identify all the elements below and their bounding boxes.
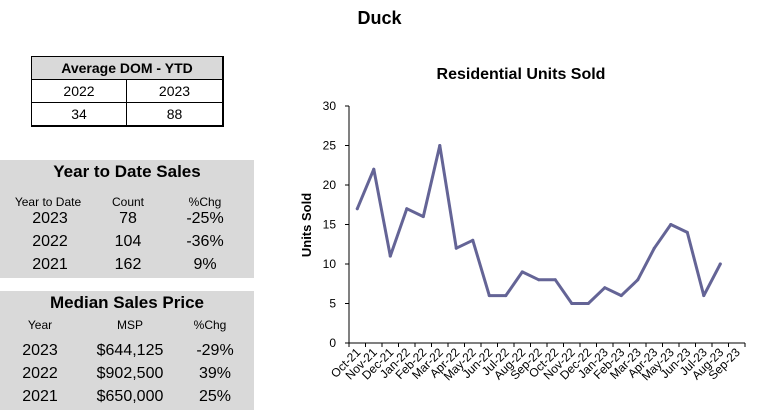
data-point <box>405 207 409 211</box>
dom-year-2022: 2022 <box>31 79 127 103</box>
data-point <box>372 167 376 171</box>
data-point <box>355 207 359 211</box>
msp-col-chg: %Chg <box>193 318 227 332</box>
data-point <box>487 294 491 298</box>
msp-row-year: 2021 <box>22 388 58 405</box>
data-point <box>586 302 590 305</box>
msp-row-year: 2022 <box>22 365 58 382</box>
y-tick-label: 25 <box>323 139 337 153</box>
ytd-row-count: 162 <box>114 256 142 273</box>
msp-col-year: Year <box>27 318 53 332</box>
ytd-title: Year to Date Sales <box>53 162 201 181</box>
msp-row-year: 2023 <box>22 342 58 359</box>
y-axis-label: Units Sold <box>299 193 314 257</box>
data-point <box>438 144 442 147</box>
ytd-row-count: 104 <box>114 233 142 250</box>
msp-row-chg: 39% <box>198 365 232 382</box>
average-dom-table: Average DOM - YTD 2022 2023 34 88 <box>31 56 224 127</box>
data-point <box>421 215 425 219</box>
ytd-row-count: 78 <box>119 210 137 227</box>
data-point <box>504 294 508 298</box>
page-title: Duck <box>357 8 402 28</box>
ytd-row-chg: 9% <box>193 256 217 273</box>
ytd-row-year: 2021 <box>32 256 68 273</box>
data-point <box>471 238 475 242</box>
dom-value-2022: 34 <box>31 102 127 127</box>
y-tick-label: 20 <box>323 178 337 192</box>
data-point <box>553 278 557 282</box>
median-price-panel: Median Sales Price Year MSP %Chg 2023 $6… <box>0 291 254 410</box>
msp-row-price: $644,125 <box>96 342 164 359</box>
ytd-col-count: Count <box>111 195 145 209</box>
dom-value-2023: 88 <box>125 102 224 127</box>
data-point <box>718 262 722 266</box>
y-tick-label: 15 <box>323 218 337 232</box>
ytd-sales-panel: Year to Date Sales Year to Date Count %C… <box>0 160 254 278</box>
ytd-row-chg: -36% <box>186 233 224 250</box>
y-tick-label: 5 <box>329 297 336 311</box>
ytd-row-year: 2022 <box>32 233 68 250</box>
msp-row-chg: 25% <box>198 388 232 405</box>
ytd-row-chg: -25% <box>186 210 224 227</box>
data-point <box>537 278 541 282</box>
data-point <box>454 246 458 250</box>
ytd-row-year: 2023 <box>32 210 68 227</box>
data-point <box>685 230 689 234</box>
data-point <box>619 294 623 298</box>
data-point <box>669 223 673 226</box>
dom-year-2023: 2023 <box>125 79 224 103</box>
y-tick-label: 30 <box>323 99 337 113</box>
data-point <box>388 254 392 258</box>
dom-header: Average DOM - YTD <box>31 56 224 80</box>
y-tick-label: 0 <box>329 336 336 350</box>
y-tick-label: 10 <box>323 257 337 271</box>
data-point <box>570 302 574 305</box>
data-point <box>652 246 656 250</box>
msp-title: Median Sales Price <box>49 293 205 312</box>
msp-row-chg: -29% <box>196 342 234 359</box>
data-point <box>702 294 706 298</box>
ytd-col-year: Year to Date <box>14 195 82 209</box>
data-point <box>603 286 607 290</box>
data-point <box>636 278 640 282</box>
chart-title: Residential Units Sold <box>436 66 606 83</box>
ytd-col-chg: %Chg <box>188 195 222 209</box>
msp-col-msp: MSP <box>116 318 143 332</box>
msp-row-price: $650,000 <box>96 388 164 405</box>
msp-row-price: $902,500 <box>96 365 164 382</box>
data-point <box>520 270 524 274</box>
